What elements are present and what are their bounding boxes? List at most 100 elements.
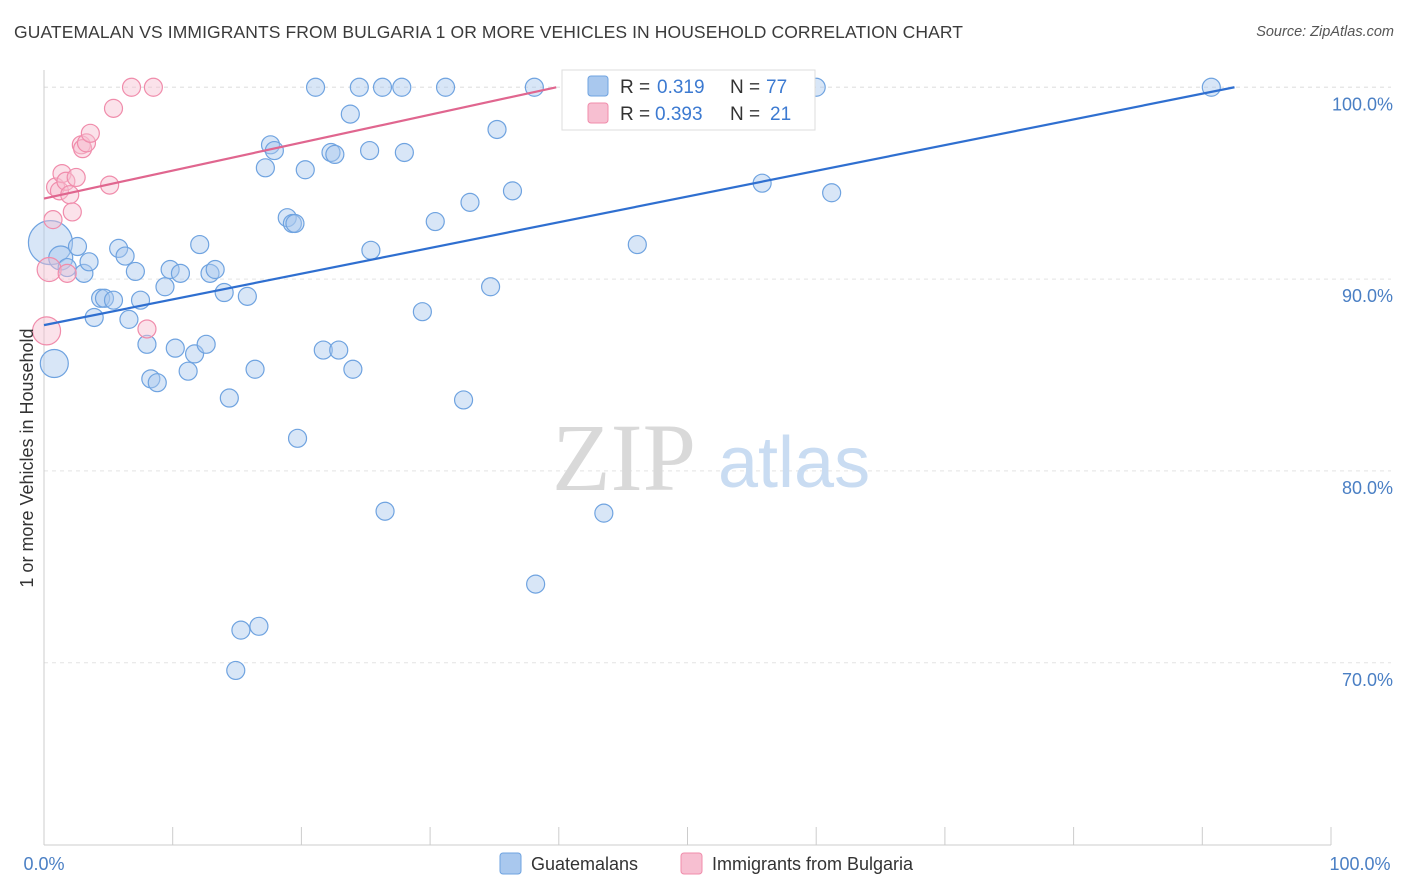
guatemalans-point-62	[460, 192, 480, 212]
guatemalans-point-33	[237, 286, 257, 306]
guatemalans-point-35	[249, 616, 269, 636]
guatemalans-point-20	[160, 259, 180, 280]
bottom-legend-label-bulgaria: Immigrants from Bulgaria	[712, 854, 914, 874]
guatemalans-point-68	[594, 503, 614, 523]
watermark-atlas: atlas	[718, 423, 870, 503]
guatemalans-point-63	[480, 277, 501, 297]
guatemalans-point-56	[392, 77, 412, 97]
bulgaria-point-9	[62, 202, 82, 222]
legend-n-value-0: 77	[766, 77, 787, 98]
guatemalans-point-59	[425, 211, 445, 232]
guatemalans-point-69	[627, 234, 647, 255]
guatemalans-point-52	[360, 140, 380, 161]
guatemalans-point-41	[285, 213, 305, 234]
guatemalans-point-32	[231, 620, 251, 640]
guatemalans-point-39	[277, 208, 297, 228]
guatemalans-point-18	[147, 373, 167, 393]
guatemalans-point-51	[349, 77, 369, 97]
guatemalans-point-22	[170, 263, 191, 283]
y-tick-labels: 70.0% 80.0% 90.0% 100.0%	[1332, 94, 1393, 689]
legend-r-label-1: R =	[620, 104, 650, 125]
bottom-legend-swatch-guatemalans	[499, 852, 522, 875]
guatemalans-point-53	[361, 240, 381, 260]
x-tick-label-min: 0.0%	[23, 854, 64, 874]
guatemalans-point-36	[255, 158, 275, 178]
guatemalans-point-57	[394, 142, 414, 163]
bulgaria-point-7	[57, 263, 77, 283]
guatemalans-point-5	[74, 263, 94, 283]
guatemalans-point-65	[502, 181, 523, 201]
guatemalans-point-61	[453, 390, 474, 410]
guatemalans-point-21	[165, 338, 185, 358]
guatemalans-point-44	[305, 77, 326, 97]
guatemalans-point-31	[226, 660, 246, 681]
watermark: ZIP atlas	[552, 404, 870, 511]
series-legend: Guatemalans Immigrants from Bulgaria	[499, 852, 914, 875]
guatemalans-point-29	[214, 282, 234, 303]
bottom-legend-label-guatemalans: Guatemalans	[531, 854, 638, 874]
guatemalans-point-48	[329, 340, 349, 360]
guatemalans-point-27	[200, 263, 220, 283]
guatemalans-point-55	[375, 501, 395, 521]
watermark-zip: ZIP	[552, 404, 696, 511]
legend-n-label-1: N =	[730, 104, 760, 125]
guatemalans-point-64	[487, 119, 507, 140]
guatemalans-point-26	[196, 334, 216, 354]
guatemalans-point-30	[219, 388, 239, 408]
guatemalans-point-3	[57, 257, 77, 278]
bulgaria-point-19	[143, 77, 163, 97]
bulgaria-trend-line	[43, 86, 557, 200]
guatemalans-point-13	[119, 309, 139, 329]
guatemalans-point-47	[325, 144, 345, 165]
guatemalans-point-12	[115, 246, 135, 266]
guatemalans-point-43	[295, 160, 315, 180]
guatemalans-point-14	[125, 261, 145, 282]
legend-n-label-0: N =	[730, 77, 760, 98]
legend-n-value-1: 21	[770, 104, 791, 125]
guatemalans-point-58	[412, 302, 432, 322]
x-ticks	[43, 827, 1332, 845]
trend-lines	[43, 86, 1235, 327]
guatemalans-point-19	[155, 277, 175, 297]
bulgaria-point-1	[36, 256, 62, 283]
guatemalans-point-60	[435, 77, 456, 97]
grid-lines	[44, 86, 1391, 664]
guatemalans-point-6	[79, 252, 99, 272]
data-points	[27, 77, 1221, 681]
guatemalans-point-1	[39, 348, 69, 379]
guatemalans-point-23	[178, 361, 198, 381]
guatemalans-point-73	[822, 183, 842, 203]
y-tick-label-3: 100.0%	[1332, 94, 1393, 114]
guatemalans-point-42	[287, 428, 308, 448]
chart-source: Source: ZipAtlas.com	[1256, 24, 1394, 40]
guatemalans-point-28	[205, 259, 225, 280]
y-tick-label-1: 80.0%	[1342, 478, 1393, 498]
guatemalans-point-4	[67, 236, 88, 257]
y-tick-label-0: 70.0%	[1342, 670, 1393, 690]
legend-r-value-1: 0.393	[655, 104, 703, 125]
guatemalans-point-50	[343, 359, 363, 379]
legend-r-value-0: 0.319	[657, 77, 705, 98]
bulgaria-point-10	[66, 167, 86, 188]
bulgaria-point-14	[80, 123, 100, 143]
bulgaria-point-16	[103, 98, 124, 118]
y-tick-label-2: 90.0%	[1342, 286, 1393, 306]
guatemalans-point-10	[103, 290, 124, 310]
bulgaria-point-13	[76, 133, 97, 153]
stats-legend: R = 0.319 N = 77 R = 0.393 N = 21	[561, 69, 816, 131]
x-tick-label-max: 100.0%	[1329, 854, 1390, 874]
guatemalans-point-16	[137, 334, 157, 354]
bulgaria-point-18	[137, 319, 157, 339]
guatemalans-point-54	[372, 77, 393, 97]
legend-swatch-guatemalans	[587, 75, 609, 97]
guatemalans-point-49	[340, 104, 360, 124]
guatemalans-point-34	[245, 359, 265, 379]
guatemalans-trend-line	[43, 86, 1235, 327]
bulgaria-point-17	[121, 77, 142, 97]
chart-title: GUATEMALAN VS IMMIGRANTS FROM BULGARIA 1…	[14, 22, 964, 42]
y-axis-title: 1 or more Vehicles in Household	[17, 328, 37, 587]
legend-swatch-bulgaria	[587, 102, 609, 124]
guatemalans-point-67	[526, 574, 546, 594]
guatemalans-point-11	[109, 238, 129, 259]
